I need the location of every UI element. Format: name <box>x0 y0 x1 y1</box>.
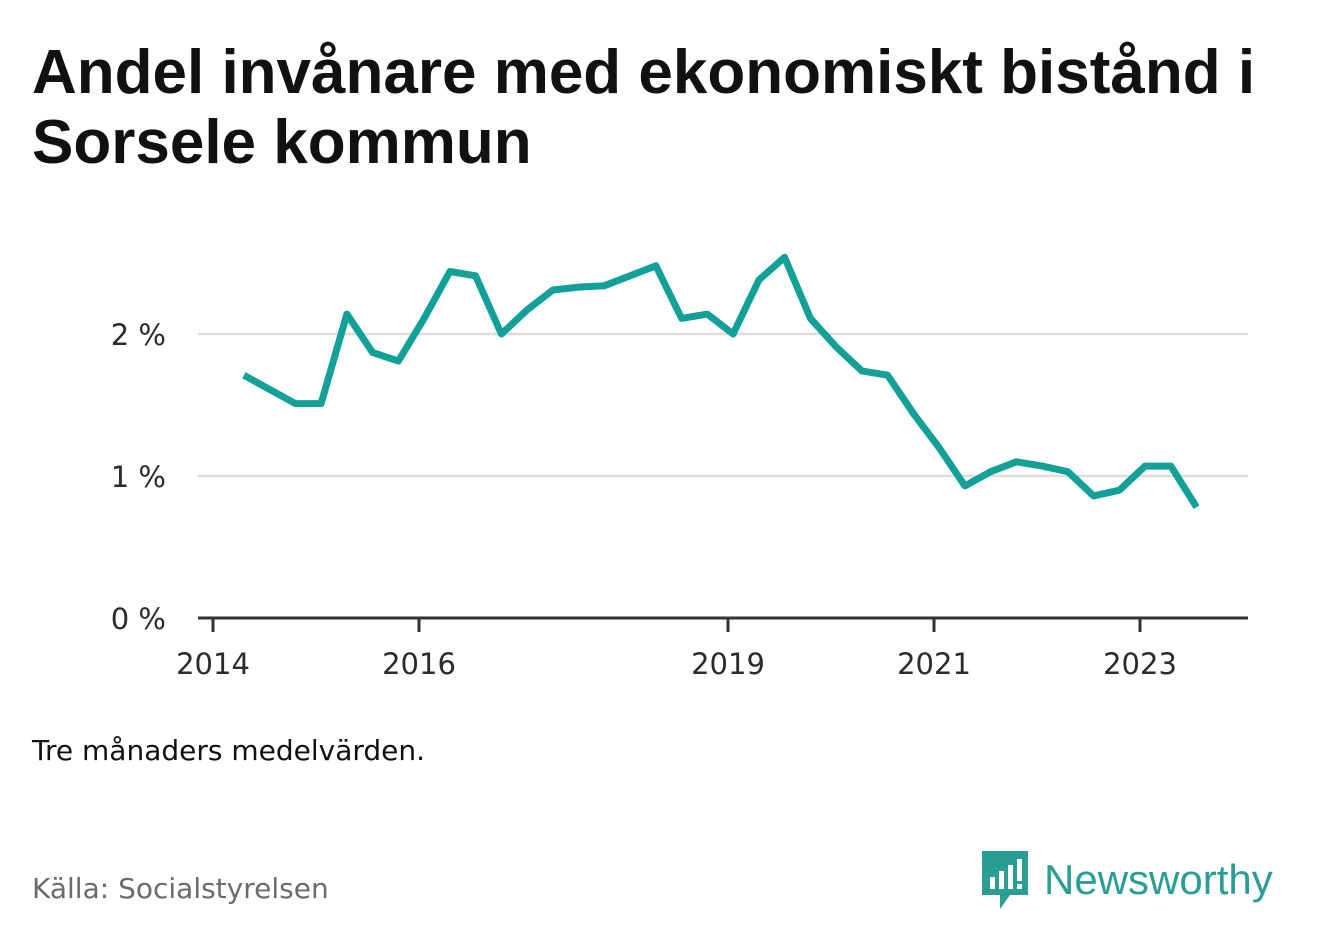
source-label: Källa: Socialstyrelsen <box>32 872 329 905</box>
brand-name: Newsworthy <box>1044 856 1273 903</box>
x-tick-label: 2016 <box>382 647 456 681</box>
x-axis <box>198 616 1248 632</box>
newsworthy-logo[interactable]: Newsworthy <box>980 848 1273 912</box>
chart-title: Andel invånare med ekonomiskt bistånd i … <box>32 38 1256 177</box>
y-axis-labels: 0 % 1 % 2 % <box>111 318 166 636</box>
series-layer <box>242 253 1200 510</box>
x-tick-label: 2014 <box>176 647 250 681</box>
y-tick-label: 0 % <box>111 602 166 636</box>
x-tick-label: 2021 <box>897 647 971 681</box>
newsworthy-logo-icon <box>982 851 1028 909</box>
x-axis-labels: 2014 2016 2019 2021 2023 <box>176 647 1177 681</box>
x-tick-label: 2019 <box>691 647 765 681</box>
chart-note: Tre månaders medelvärden. <box>32 734 426 767</box>
y-tick-label: 2 % <box>111 318 166 352</box>
gridlines <box>198 332 1248 478</box>
y-tick-label: 1 % <box>111 460 166 494</box>
x-tick-label: 2023 <box>1103 647 1177 681</box>
series-line <box>242 253 1200 510</box>
